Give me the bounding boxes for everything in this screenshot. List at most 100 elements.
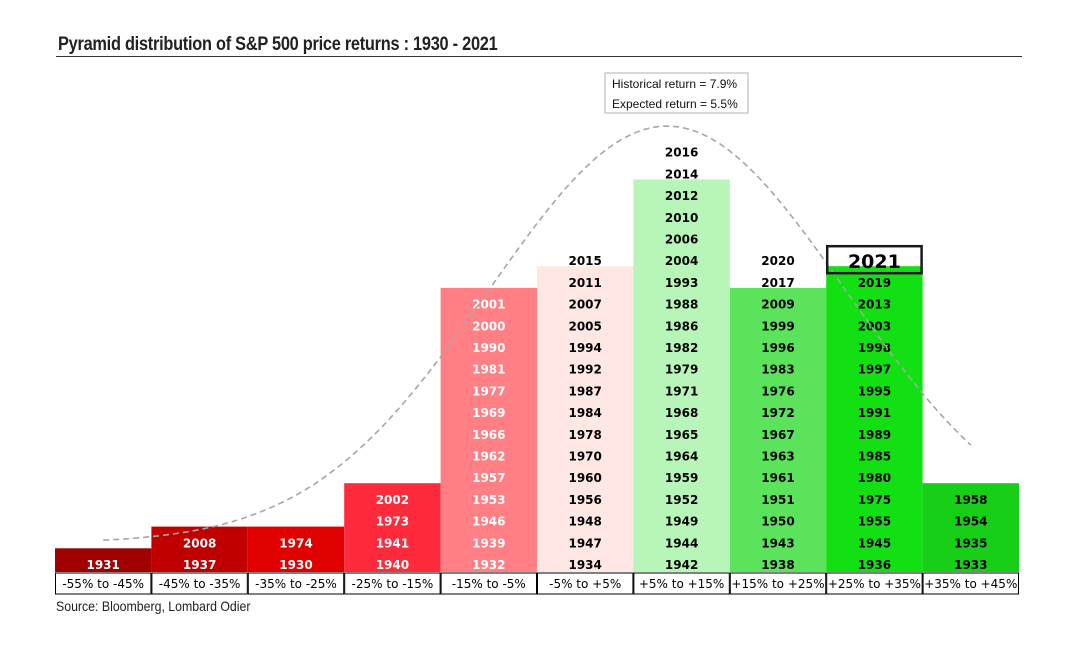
year-label: 1995 [858, 384, 891, 398]
bar-6 [537, 266, 634, 572]
year-label: 1997 [858, 363, 891, 377]
year-label: 2008 [183, 536, 216, 550]
category-cell [55, 572, 152, 595]
bar-4 [344, 483, 441, 572]
year-label: 1996 [761, 341, 794, 355]
bar-5 [440, 287, 537, 572]
category-label: +25% to +35% [828, 577, 921, 591]
year-label: 1935 [954, 536, 987, 550]
year-label: 1983 [761, 363, 794, 377]
year-label: 2016 [665, 146, 698, 160]
category-cell [633, 572, 730, 595]
year-label: 1933 [954, 558, 987, 572]
year-label: 1943 [761, 536, 794, 550]
year-label: 1956 [568, 493, 601, 507]
year-label: 2011 [568, 276, 601, 290]
year-label: 1961 [761, 471, 794, 485]
year-label: 1959 [665, 471, 698, 485]
source-note: Source: Bloomberg, Lombard Odier [56, 598, 251, 614]
category-cell [922, 572, 1019, 595]
highlight-year-label: 2021 [848, 251, 901, 273]
year-label: 1952 [665, 493, 698, 507]
year-label: 1948 [568, 515, 601, 529]
category-label: +5% to +15% [639, 577, 725, 591]
year-label: 1974 [279, 536, 312, 550]
year-label: 1987 [568, 384, 601, 398]
category-cell [826, 572, 923, 595]
year-label: 1963 [761, 450, 794, 464]
year-label: 1932 [472, 558, 505, 572]
category-label: -15% to -5% [452, 577, 526, 591]
year-label: 1960 [568, 471, 601, 485]
year-label: 1950 [761, 515, 794, 529]
historical-return-label: Historical return = 7.9% [612, 77, 737, 91]
category-cell [151, 572, 248, 595]
category-cell [344, 572, 441, 595]
year-label: 1949 [665, 515, 698, 529]
year-label: 1951 [761, 493, 794, 507]
year-label: 1934 [568, 558, 601, 572]
chart-title: Pyramid distribution of S&P 500 price re… [58, 34, 498, 55]
year-label: 2012 [665, 189, 698, 203]
highlight-box [825, 244, 923, 275]
year-label: 2020 [761, 254, 794, 268]
bar-8 [729, 287, 827, 572]
annotation-box [604, 72, 749, 114]
year-label: 1966 [472, 428, 505, 442]
category-label: -35% to -25% [255, 577, 337, 591]
year-label: 1979 [665, 363, 698, 377]
year-label: 2019 [858, 276, 891, 290]
year-label: 1941 [376, 536, 409, 550]
bar-1 [55, 548, 152, 572]
category-cell [537, 572, 634, 595]
year-label: 2007 [568, 298, 601, 312]
year-label: 2015 [568, 254, 601, 268]
year-label: 1938 [761, 558, 794, 572]
year-label: 1970 [568, 450, 601, 464]
year-label: 1954 [954, 515, 987, 529]
year-label: 1930 [279, 558, 312, 572]
year-label: 1968 [665, 406, 698, 420]
year-label: 1976 [761, 384, 794, 398]
year-label: 1982 [665, 341, 698, 355]
year-label: 1998 [858, 341, 891, 355]
category-label: -55% to -45% [62, 577, 144, 591]
category-label: -45% to -35% [159, 577, 241, 591]
year-label: 2010 [665, 211, 698, 225]
year-label: 2001 [472, 298, 505, 312]
category-label: +15% to +25% [731, 577, 824, 591]
year-label: 1940 [376, 558, 409, 572]
year-label: 2017 [761, 276, 794, 290]
year-label: 1957 [472, 471, 505, 485]
year-label: 2003 [858, 319, 891, 333]
highlight-layer: 2021 [825, 244, 923, 275]
year-label: 2006 [665, 233, 698, 247]
year-label: 1945 [858, 536, 891, 550]
year-label: 1980 [858, 471, 891, 485]
year-label: 1969 [472, 406, 505, 420]
year-label: 1984 [568, 406, 601, 420]
year-label: 1937 [183, 558, 216, 572]
year-label: 1988 [665, 298, 698, 312]
year-label: 1955 [858, 515, 891, 529]
year-label: 2005 [568, 319, 601, 333]
year-label: 1958 [954, 493, 987, 507]
year-label: 1992 [568, 363, 601, 377]
year-label: 2000 [472, 319, 505, 333]
year-label: 1973 [376, 515, 409, 529]
bar-9 [826, 266, 923, 572]
year-label: 1967 [761, 428, 794, 442]
category-axis: -55% to -45% -45% to -35% -35% to -25% -25%… [55, 572, 1019, 595]
bar-10 [922, 483, 1019, 572]
year-label: 1936 [858, 558, 891, 572]
year-label: 1981 [472, 363, 505, 377]
category-cell [440, 572, 538, 595]
year-label: 2018 [472, 276, 505, 290]
year-label: 1993 [665, 276, 698, 290]
year-label: 1975 [858, 493, 891, 507]
year-label: 1942 [665, 558, 698, 572]
year-label: 1965 [665, 428, 698, 442]
category-cell [247, 572, 345, 595]
year-label: 1991 [858, 406, 891, 420]
